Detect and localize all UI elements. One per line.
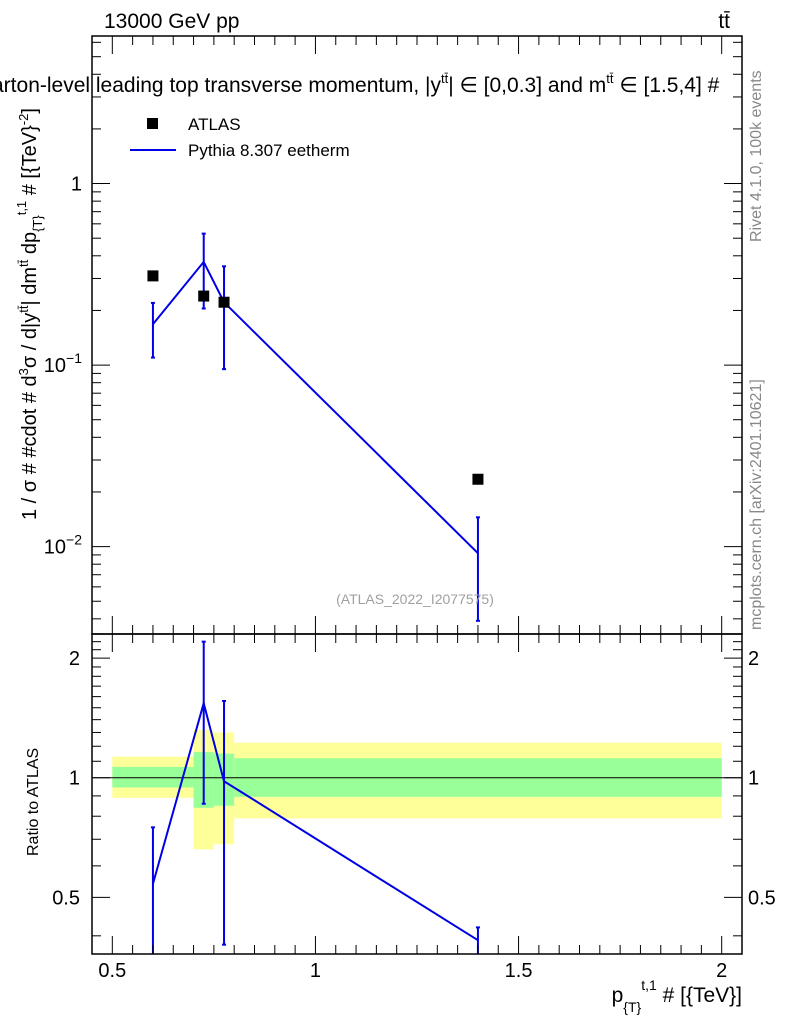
ratio-y-axis-title: Ratio to ATLAS [25, 748, 42, 856]
ratio-y-tick-label-right: 0.5 [748, 887, 776, 909]
x-axis-title: p{T}t,1 # [{TeV}] [612, 977, 742, 1015]
title-sup-2: tt̄ [606, 71, 614, 86]
x-tick-label: 2 [716, 960, 727, 982]
main-data-series [147, 270, 484, 485]
analysis-watermark: (ATLAS_2022_I2077575) [336, 591, 494, 607]
atlas-data-point-2 [218, 296, 230, 308]
ratio-band-inner-0 [112, 766, 194, 788]
legend-marker-atlas [147, 118, 158, 129]
main-y-tick-label: 10−2 [44, 532, 82, 559]
main-y-tick-label: 10−1 [44, 350, 82, 377]
ratio-y-tick-label-left: 0.5 [52, 887, 80, 909]
atlas-data-point-0 [147, 270, 159, 282]
atlas-data-point-1 [198, 290, 210, 302]
main-mc-line [152, 260, 479, 554]
main-y-tick-label: 1 [71, 174, 82, 196]
axis-tick-labels: 0.5 1 1.5 2 0.5 0.5 1 1 2 2 1 10−1 10−2 [44, 174, 776, 982]
legend-label-pythia: Pythia 8.307 eetherm [188, 141, 350, 160]
ratio-mc-line [151, 699, 479, 942]
x-tick-label: 1 [310, 960, 321, 982]
svg-text:Parton-level leading top trans: Parton-level leading top transverse mome… [0, 71, 720, 97]
axis-ticks [92, 36, 742, 954]
ratio-y-tick-label-left: 2 [69, 648, 80, 670]
process-label: tt̄ [718, 10, 730, 33]
title-part-3: ∈ [1.5,4] # [613, 74, 719, 97]
ratio-y-tick-label-right: 2 [748, 648, 759, 670]
atlas-data-point-3 [472, 473, 484, 485]
x-tick-label: 0.5 [98, 960, 126, 982]
title-sup-1: tt̄ [441, 71, 449, 86]
title-part-1: Parton-level leading top transverse mome… [0, 74, 442, 97]
title-part-2: | ∈ [0,0.3] and m [448, 74, 606, 97]
energy-label: 13000 GeV pp [104, 10, 239, 33]
mcplots-label: mcplots.cern.ch [arXiv:2401.10621] [748, 379, 765, 630]
ratio-mc-series [150, 640, 480, 954]
legend-label-atlas: ATLAS [188, 115, 241, 134]
ratio-y-tick-label-right: 1 [748, 768, 759, 790]
legend: ATLAS Pythia 8.307 eetherm [130, 115, 350, 160]
x-tick-label: 1.5 [505, 960, 533, 982]
ratio-y-tick-label-left: 1 [69, 768, 80, 790]
rivet-label: Rivet 4.1.0, 100k events [748, 70, 765, 242]
plot-title: Parton-level leading top transverse mome… [0, 71, 720, 97]
main-mc-series [150, 232, 480, 622]
main-y-axis-title: 1 / σ # #cdot # d3σ / d|ytt̄| dmtt̄ dp{T… [14, 108, 45, 520]
